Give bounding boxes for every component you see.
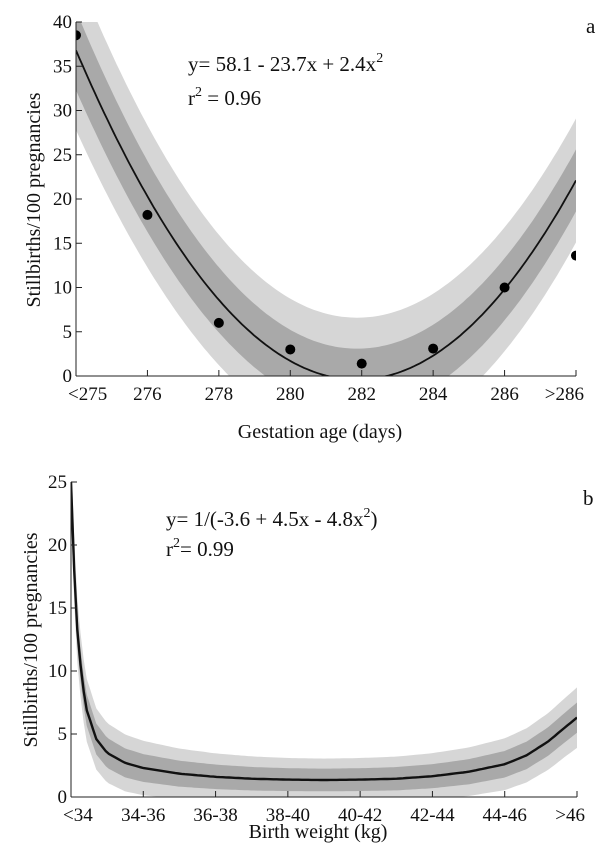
panel-a-point-3: [213, 317, 224, 328]
panel-a-point-7: [499, 282, 510, 293]
panel-b-x-ticks: <34 34-36 36-38 38-40 40-42 42-44 44-46 >46: [63, 791, 585, 826]
panel-b-fit-line: [71, 482, 577, 782]
panel-b-x-tick-label-8: >46: [555, 805, 585, 826]
panel-b: 0 5 10 15 20 25 <34 34-36 36-38 38-40 40-42 42-44 4…: [20, 472, 594, 843]
panel-b-y-tick-label-15: 15: [48, 598, 67, 619]
panel-a-x-tick-label-5: 282: [347, 384, 376, 405]
panel-a-points: [76, 30, 576, 369]
panel-a-letter: a: [586, 14, 596, 38]
panel-b-x-tick-label-1: <34: [63, 805, 93, 826]
panel-b-y-ticks: 0 5 10 15 20 25: [48, 472, 77, 808]
panel-b-x-tick-label-6: 42-44: [410, 805, 455, 826]
panel-b-plot: [71, 482, 577, 797]
panel-b-y-axis-label: Stillbirths/100 pregnancies: [20, 532, 42, 747]
panel-b-letter: b: [583, 486, 594, 510]
panel-a-point-4: [285, 344, 296, 355]
panel-a-x-tick-label-8: >286: [545, 384, 584, 405]
panel-a-equation: y= 58.1 - 23.7x + 2.4x2: [188, 51, 383, 76]
panel-a-point-2: [142, 209, 153, 220]
panel-a-x-tick-label-6: 284: [419, 384, 448, 405]
panel-a-point-6: [428, 343, 439, 354]
panel-a-point-8: [571, 250, 576, 261]
panel-a-r-squared: r2 = 0.96: [188, 85, 261, 110]
panel-a-y-tick-label-35: 35: [53, 56, 72, 77]
panel-b-y-tick-label-20: 20: [48, 535, 67, 556]
panel-a-point-5: [356, 358, 367, 369]
panel-b-x-axis-label: Birth weight (kg): [249, 821, 388, 843]
panel-a-x-tick-label-2: 276: [133, 384, 162, 405]
panel-a-y-tick-label-5: 5: [63, 322, 73, 343]
panel-a-y-tick-label-25: 25: [53, 145, 72, 166]
panel-a-x-axis-label: Gestation age (days): [238, 421, 402, 443]
panel-a-x-tick-label-4: 280: [276, 384, 305, 405]
panel-a-x-ticks: <275 276 278 280 282 284 286 >286: [68, 370, 584, 405]
panel-a-y-tick-label-10: 10: [53, 278, 72, 299]
panel-a-y-tick-label-0: 0: [63, 366, 73, 387]
panel-a-inner-confidence-band: [76, 22, 576, 376]
panel-a-point-1: [76, 30, 81, 41]
panel-b-x-tick-label-3: 36-38: [193, 805, 237, 826]
panel-b-x-tick-label-5: 40-42: [338, 805, 382, 826]
panel-b-x-tick-label-7: 44-46: [483, 805, 527, 826]
panel-a-x-tick-label-1: <275: [68, 384, 107, 405]
panel-b-y-tick-label-10: 10: [48, 661, 67, 682]
panel-a-y-tick-label-40: 40: [53, 12, 72, 33]
panel-b-r-squared: r2= 0.99: [166, 536, 234, 561]
panel-a-x-tick-label-3: 278: [205, 384, 234, 405]
panel-a-y-axis-label: Stillbirths/100 pregnancies: [23, 92, 45, 307]
panel-b-x-tick-label-2: 34-36: [121, 805, 165, 826]
panel-b-outer-confidence-band: [71, 482, 577, 797]
panel-a-y-tick-label-30: 30: [53, 101, 72, 122]
panel-a-y-tick-label-20: 20: [53, 189, 72, 210]
panel-b-x-tick-label-4: 38-40: [266, 805, 310, 826]
panel-a-y-ticks: 0 5 10 15 20 25 30 35 40: [53, 12, 82, 387]
panel-b-y-tick-label-5: 5: [58, 724, 68, 745]
panel-a-y-tick-label-15: 15: [53, 233, 72, 254]
panel-a-x-tick-label-7: 286: [490, 384, 519, 405]
panel-b-equation: y= 1/(-3.6 + 4.5x - 4.8x2): [166, 506, 378, 531]
panel-b-y-tick-label-0: 0: [58, 787, 68, 808]
panel-b-y-tick-label-25: 25: [48, 472, 67, 493]
panel-a-plot: [76, 22, 576, 376]
panel-a: 0 5 10 15 20 25 30 35 40 <275 276 278 280 282 284 286 >…: [23, 12, 596, 443]
